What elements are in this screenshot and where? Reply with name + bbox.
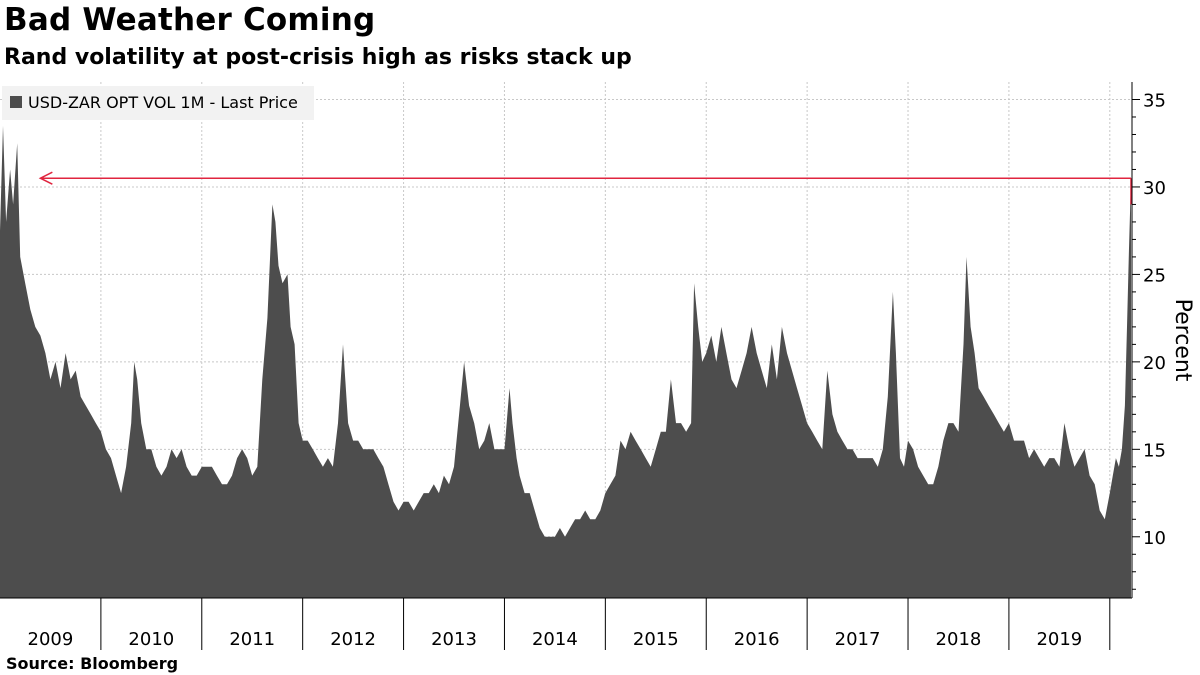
y-tick-label: 35 (1143, 90, 1166, 111)
x-tick-label: 2009 (28, 629, 74, 650)
x-tick-labels: 2009 2010 2011 2012 2013 2014 2015 2016 2017 2018… (28, 629, 1083, 650)
legend-swatch (10, 96, 22, 108)
axes (0, 82, 1140, 650)
x-tick-label: 2011 (229, 629, 275, 650)
annotation-arrowhead (38, 171, 53, 185)
volatility-area (0, 125, 1131, 598)
source-note: Source: Bloomberg (6, 654, 179, 673)
y-tick-label: 15 (1143, 440, 1166, 461)
annotation-arrow (38, 171, 1132, 205)
legend-background (2, 86, 314, 120)
x-tick-label: 2019 (1036, 629, 1082, 650)
y-tick-label: 25 (1143, 265, 1166, 286)
y-tick-labels: 10 15 20 25 30 35 (1143, 90, 1166, 548)
legend-label: USD-ZAR OPT VOL 1M - Last Price (28, 93, 298, 112)
chart-subtitle: Rand volatility at post-crisis high as r… (4, 45, 632, 70)
x-tick-label: 2013 (431, 629, 477, 650)
y-tick-label: 10 (1143, 528, 1166, 549)
x-tick-label: 2016 (734, 629, 780, 650)
y-tick-label: 20 (1143, 353, 1166, 374)
chart-title: Bad Weather Coming (4, 2, 376, 38)
legend: USD-ZAR OPT VOL 1M - Last Price (2, 86, 314, 120)
x-tick-label: 2018 (936, 629, 982, 650)
x-tick-label: 2017 (835, 629, 881, 650)
x-tick-label: 2010 (128, 629, 174, 650)
x-tick-label: 2014 (532, 629, 578, 650)
x-tick-label: 2012 (330, 629, 376, 650)
y-tick-label: 30 (1143, 178, 1166, 199)
x-tick-label: 2015 (633, 629, 679, 650)
y-axis-label: Percent (1170, 299, 1195, 382)
